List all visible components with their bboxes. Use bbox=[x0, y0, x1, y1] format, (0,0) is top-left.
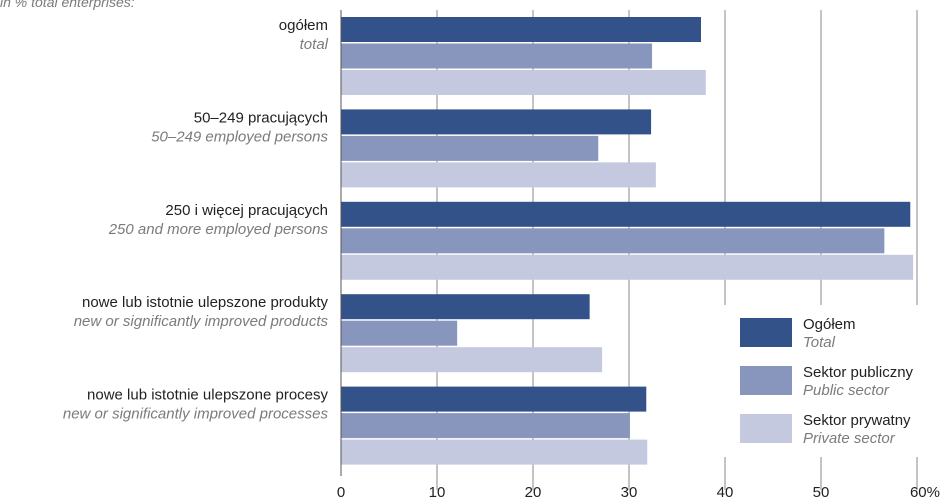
bar bbox=[341, 228, 885, 254]
x-tick-label: 50 bbox=[813, 484, 830, 500]
bar bbox=[341, 413, 630, 439]
legend-swatch bbox=[740, 318, 792, 347]
legend-sublabel: Total bbox=[803, 334, 836, 351]
bar bbox=[341, 70, 706, 95]
legend-label: Ogółem bbox=[803, 316, 856, 333]
x-tick-label: 0 bbox=[337, 484, 345, 500]
legend-label: Sektor prywatny bbox=[803, 412, 911, 429]
category-sublabel: new or significantly improved processes bbox=[63, 406, 329, 423]
x-tick-label: 10 bbox=[429, 484, 446, 500]
bar bbox=[341, 201, 911, 227]
x-tick-label: 30 bbox=[621, 484, 638, 500]
x-tick-label: 40 bbox=[717, 484, 734, 500]
bar bbox=[341, 439, 648, 465]
category-sublabel: new or significantly improved products bbox=[74, 313, 329, 330]
legend-label: Sektor publiczny bbox=[803, 364, 914, 381]
x-tick-label: 20 bbox=[525, 484, 542, 500]
bar bbox=[341, 17, 701, 42]
bar bbox=[341, 294, 590, 320]
category-sublabel: 250 and more employed persons bbox=[108, 221, 329, 238]
category-sublabel: 50–249 employed persons bbox=[151, 128, 328, 145]
legend-swatch bbox=[740, 414, 792, 443]
legend-sublabel: Public sector bbox=[803, 382, 890, 399]
bar bbox=[341, 386, 647, 412]
x-tick-label: 60% bbox=[910, 484, 940, 500]
legend-sublabel: Private sector bbox=[803, 430, 896, 447]
category-label: 50–249 pracujących bbox=[194, 109, 328, 126]
legend-swatch bbox=[740, 366, 792, 395]
bar bbox=[341, 320, 458, 346]
chart-note: in % total enterprises: bbox=[0, 0, 135, 10]
bar bbox=[341, 43, 653, 69]
bar bbox=[341, 162, 656, 188]
category-sublabel: total bbox=[300, 36, 329, 53]
bar bbox=[341, 135, 599, 161]
category-label: ogółem bbox=[279, 17, 328, 34]
bar bbox=[341, 109, 652, 135]
category-label: nowe lub istotnie ulepszone produkty bbox=[82, 294, 328, 311]
category-label: 250 i więcej pracujących bbox=[165, 202, 328, 219]
bar bbox=[341, 254, 914, 280]
bar bbox=[341, 347, 603, 373]
category-label: nowe lub istotnie ulepszone procesy bbox=[87, 387, 328, 404]
